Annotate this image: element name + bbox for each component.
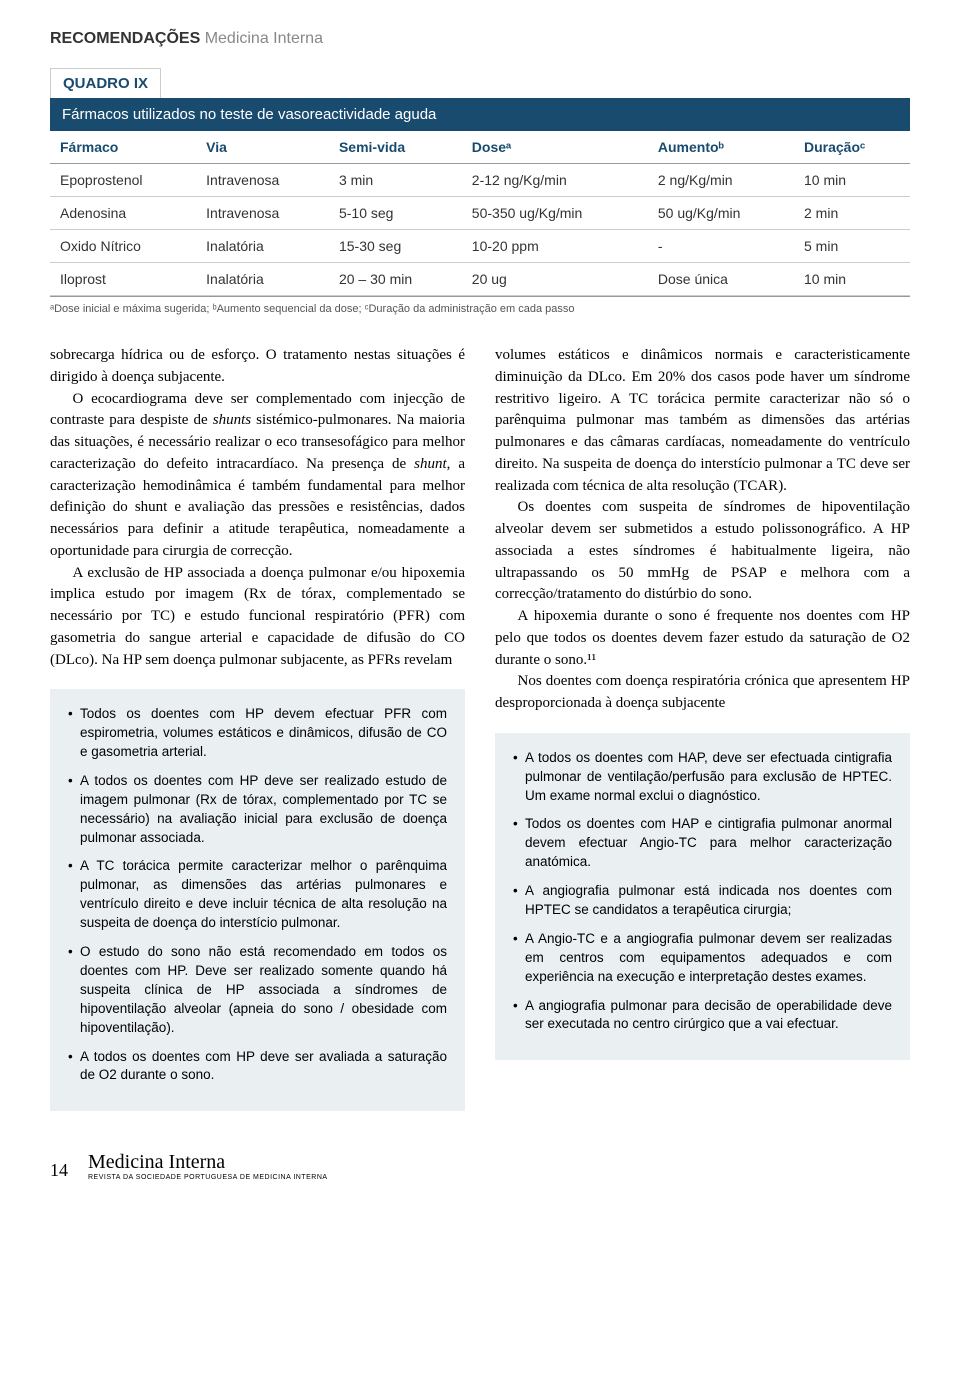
table-cell: Inalatória <box>196 263 329 296</box>
page-footer: 14 Medicina Interna REVISTA DA SOCIEDADE… <box>50 1151 910 1181</box>
right-p4: Nos doentes com doença respiratória crón… <box>495 671 910 715</box>
text-columns: sobrecarga hídrica ou de esforço. O trat… <box>50 345 910 1111</box>
table-cell: Iloprost <box>50 263 196 296</box>
right-p3: A hipoxemia durante o sono é frequente n… <box>495 606 910 671</box>
table-row: AdenosinaIntravenosa5-10 seg50-350 ug/Kg… <box>50 197 910 230</box>
quadro-container: QUADRO IX Fármacos utilizados no teste d… <box>50 68 910 315</box>
box-item: A todos os doentes com HP deve ser reali… <box>68 772 447 848</box>
table-row: IloprostInalatória20 – 30 min20 ugDose ú… <box>50 263 910 296</box>
table-cell: 20 ug <box>462 263 648 296</box>
quadro-title: Fármacos utilizados no teste de vasoreac… <box>50 98 910 131</box>
table-cell: 50-350 ug/Kg/min <box>462 197 648 230</box>
box-item: A Angio-TC e a angiografia pulmonar deve… <box>513 930 892 987</box>
right-column: volumes estáticos e dinâmicos normais e … <box>495 345 910 1111</box>
table-cell: Dose única <box>648 263 794 296</box>
quadro-label: QUADRO IX <box>50 68 161 98</box>
table-footnote: ᵃDose inicial e máxima sugerida; ᵇAument… <box>50 296 910 315</box>
journal-block: Medicina Interna REVISTA DA SOCIEDADE PO… <box>88 1151 328 1181</box>
table-cell: 15-30 seg <box>329 230 462 263</box>
box-item: Todos os doentes com HAP e cintigrafia p… <box>513 815 892 872</box>
table-cell: 10 min <box>794 263 910 296</box>
table-cell: - <box>648 230 794 263</box>
box-item: A todos os doentes com HP deve ser avali… <box>68 1048 447 1086</box>
table-cell: 5-10 seg <box>329 197 462 230</box>
table-cell: 10-20 ppm <box>462 230 648 263</box>
table-cell: 50 ug/Kg/min <box>648 197 794 230</box>
col-duracao: Duraçãoᶜ <box>794 131 910 164</box>
table-cell: 10 min <box>794 164 910 197</box>
table-cell: Intravenosa <box>196 197 329 230</box>
box-item: A angiografia pulmonar está indicada nos… <box>513 882 892 920</box>
col-aumento: Aumentoᵇ <box>648 131 794 164</box>
table-row: Oxido NítricoInalatória15-30 seg10-20 pp… <box>50 230 910 263</box>
table-cell: 20 – 30 min <box>329 263 462 296</box>
box-item: A TC torácica permite caracterizar melho… <box>68 857 447 933</box>
box-item: O estudo do sono não está recomendado em… <box>68 943 447 1037</box>
col-via: Via <box>196 131 329 164</box>
table-cell: 2-12 ng/Kg/min <box>462 164 648 197</box>
left-p1: sobrecarga hídrica ou de esforço. O trat… <box>50 345 465 389</box>
journal-title: Medicina Interna <box>88 1151 328 1174</box>
journal-subtitle: REVISTA DA SOCIEDADE PORTUGUESA DE MEDIC… <box>88 1174 328 1181</box>
subsection-label: Medicina Interna <box>205 30 323 47</box>
table-cell: Oxido Nítrico <box>50 230 196 263</box>
left-box: Todos os doentes com HP devem efectuar P… <box>50 689 465 1111</box>
page-header: RECOMENDAÇÕES Medicina Interna <box>50 30 910 48</box>
section-label: RECOMENDAÇÕES <box>50 30 200 47</box>
col-semivida: Semi-vida <box>329 131 462 164</box>
col-dose: Doseᵃ <box>462 131 648 164</box>
table-header-row: Fármaco Via Semi-vida Doseᵃ Aumentoᵇ Dur… <box>50 131 910 164</box>
table-cell: 2 min <box>794 197 910 230</box>
table-row: EpoprostenolIntravenosa3 min2-12 ng/Kg/m… <box>50 164 910 197</box>
left-p3: A exclusão de HP associada a doença pulm… <box>50 563 465 672</box>
right-p2: Os doentes com suspeita de síndromes de … <box>495 497 910 606</box>
left-column: sobrecarga hídrica ou de esforço. O trat… <box>50 345 465 1111</box>
table-cell: 2 ng/Kg/min <box>648 164 794 197</box>
right-p1: volumes estáticos e dinâmicos normais e … <box>495 345 910 497</box>
box-item: Todos os doentes com HP devem efectuar P… <box>68 705 447 762</box>
table-cell: Adenosina <box>50 197 196 230</box>
right-box: A todos os doentes com HAP, deve ser efe… <box>495 733 910 1061</box>
table-cell: 5 min <box>794 230 910 263</box>
box-item: A todos os doentes com HAP, deve ser efe… <box>513 749 892 806</box>
left-p2: O ecocardiograma deve ser complementado … <box>50 389 465 563</box>
box-item: A angiografia pulmonar para decisão de o… <box>513 997 892 1035</box>
table-cell: Intravenosa <box>196 164 329 197</box>
table-cell: Epoprostenol <box>50 164 196 197</box>
table-cell: 3 min <box>329 164 462 197</box>
table-cell: Inalatória <box>196 230 329 263</box>
farmacos-table: Fármaco Via Semi-vida Doseᵃ Aumentoᵇ Dur… <box>50 131 910 296</box>
col-farmaco: Fármaco <box>50 131 196 164</box>
page-number: 14 <box>50 1160 68 1181</box>
